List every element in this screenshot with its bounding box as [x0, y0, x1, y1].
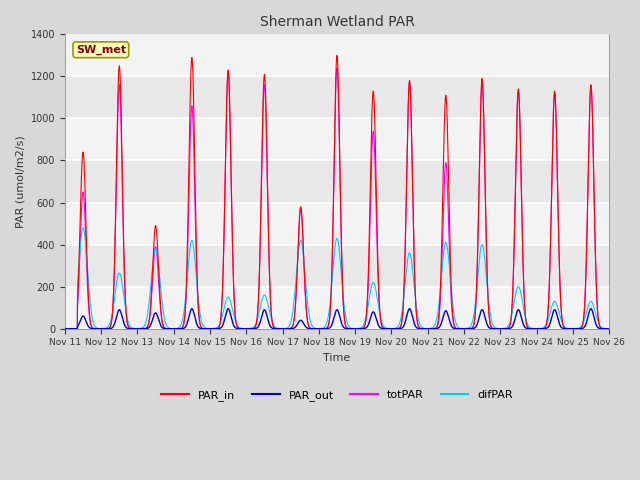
PAR_out — [459, 326, 467, 332]
totPAR — [159, 322, 166, 327]
PAR_out — [605, 326, 612, 332]
totPAR — [429, 326, 436, 332]
totPAR — [61, 326, 68, 332]
PAR_out — [159, 325, 166, 331]
Y-axis label: PAR (umol/m2/s): PAR (umol/m2/s) — [15, 135, 25, 228]
totPAR — [333, 65, 340, 71]
Line: PAR_in: PAR_in — [65, 55, 609, 329]
Bar — [65, 287, 609, 329]
Line: difPAR: difPAR — [65, 228, 609, 329]
PAR_out — [317, 326, 324, 332]
PAR_in — [61, 326, 68, 332]
Line: totPAR: totPAR — [65, 68, 609, 329]
Bar — [65, 35, 609, 76]
difPAR — [79, 225, 87, 230]
PAR_out — [61, 326, 68, 332]
Legend: PAR_in, PAR_out, totPAR, difPAR: PAR_in, PAR_out, totPAR, difPAR — [157, 386, 517, 406]
Text: SW_met: SW_met — [76, 45, 126, 55]
Title: Sherman Wetland PAR: Sherman Wetland PAR — [260, 15, 415, 29]
difPAR — [61, 326, 68, 332]
totPAR — [605, 326, 613, 332]
difPAR — [490, 324, 498, 329]
PAR_in — [317, 326, 324, 332]
difPAR — [605, 326, 612, 332]
PAR_out — [587, 306, 595, 312]
X-axis label: Time: Time — [323, 353, 351, 363]
PAR_out — [490, 326, 497, 332]
PAR_in — [605, 326, 613, 332]
PAR_out — [605, 326, 613, 332]
difPAR — [159, 305, 166, 311]
totPAR — [490, 326, 498, 332]
difPAR — [605, 326, 613, 332]
difPAR — [429, 325, 436, 331]
PAR_in — [429, 326, 436, 332]
PAR_in — [605, 326, 612, 332]
PAR_out — [429, 326, 436, 332]
difPAR — [459, 326, 467, 332]
difPAR — [317, 326, 324, 332]
Bar — [65, 203, 609, 245]
PAR_in — [159, 321, 166, 326]
Bar — [65, 119, 609, 160]
totPAR — [459, 326, 467, 332]
PAR_in — [333, 52, 340, 58]
Line: PAR_out: PAR_out — [65, 309, 609, 329]
PAR_in — [459, 326, 467, 332]
totPAR — [317, 326, 324, 332]
totPAR — [605, 326, 612, 332]
PAR_in — [490, 326, 498, 332]
